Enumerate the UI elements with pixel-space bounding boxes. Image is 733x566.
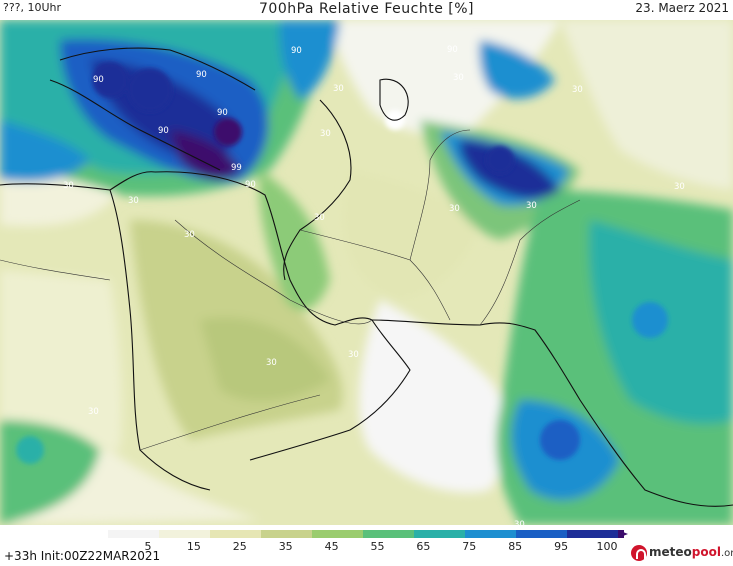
contour-label: 30 <box>266 358 277 368</box>
brand-name: meteopool.org <box>649 545 733 559</box>
colorbar-tick-label: 25 <box>232 540 247 553</box>
contour-label: 30 <box>184 230 195 240</box>
colorbar-tick-label: 5 <box>144 540 152 553</box>
colorbar-segment <box>210 530 262 538</box>
valid-time-label: ???, 10Uhr <box>3 1 62 14</box>
humidity-detail <box>16 62 668 464</box>
colorbar-segment <box>465 530 517 538</box>
colorbar-segment <box>108 530 160 538</box>
contour-labels: 90 90 90 30 30 90 30 90 30 90 99 90 30 3… <box>63 45 685 525</box>
colorbar-tick-label: 85 <box>508 540 523 553</box>
contour-label: 90 <box>245 180 256 190</box>
map-date: 23. Maerz 2021 <box>635 1 729 15</box>
run-info: +33h Init:00Z22MAR2021 <box>4 549 161 563</box>
contour-label: 90 <box>217 108 228 118</box>
humidity-field <box>0 20 733 525</box>
colorbar-tick-label: 55 <box>370 540 385 553</box>
colorbar-tick-label: 75 <box>462 540 477 553</box>
contour-label: 90 <box>291 46 302 56</box>
contour-label: 30 <box>348 350 359 360</box>
contour-label: 90 <box>447 45 458 55</box>
contour-label: 30 <box>314 213 325 223</box>
contour-label: 30 <box>449 204 460 214</box>
colorbar-tick-label: 95 <box>554 540 569 553</box>
contour-label: 30 <box>453 73 464 83</box>
contour-label: 30 <box>674 182 685 192</box>
contour-label: 30 <box>572 85 583 95</box>
contour-label: 90 <box>196 70 207 80</box>
colorbar-tick-label: 65 <box>416 540 431 553</box>
humidity-map: 90 90 90 30 30 90 30 90 30 90 99 90 30 3… <box>0 20 733 525</box>
contour-label: 30 <box>63 181 74 191</box>
map-title: 700hPa Relative Feuchte [%] <box>259 1 474 17</box>
colorbar-segment <box>363 530 415 538</box>
colorbar-segment <box>261 530 313 538</box>
colorbar-segment <box>312 530 364 538</box>
contour-label: 30 <box>88 407 99 417</box>
contour-label: 99 <box>231 163 242 173</box>
contour-label: 30 <box>333 84 344 94</box>
colorbar-tick-label: 100 <box>596 540 618 553</box>
colorbar-tick-label: 45 <box>324 540 339 553</box>
meteopool-logo[interactable]: meteopool.org <box>631 544 733 564</box>
map-header: ???, 10Uhr 700hPa Relative Feuchte [%] 2… <box>0 0 733 20</box>
contour-label: 30 <box>526 201 537 211</box>
contour-label: 30 <box>514 520 525 525</box>
colorbar-segment <box>414 530 466 538</box>
colorbar <box>108 530 628 538</box>
colorbar-segment <box>567 530 619 538</box>
borders <box>0 129 581 451</box>
colorbar-tick-label: 35 <box>278 540 293 553</box>
colorbar-tick-label: 15 <box>186 540 201 553</box>
colorbar-end-arrow <box>618 530 628 538</box>
contour-label: 30 <box>128 196 139 206</box>
contour-label: 90 <box>93 75 104 85</box>
contour-label: 30 <box>320 129 331 139</box>
colorbar-segment <box>159 530 211 538</box>
coastlines <box>0 47 733 507</box>
contour-label: 90 <box>158 126 169 136</box>
brand-logo-icon <box>631 545 647 561</box>
colorbar-segment <box>516 530 568 538</box>
